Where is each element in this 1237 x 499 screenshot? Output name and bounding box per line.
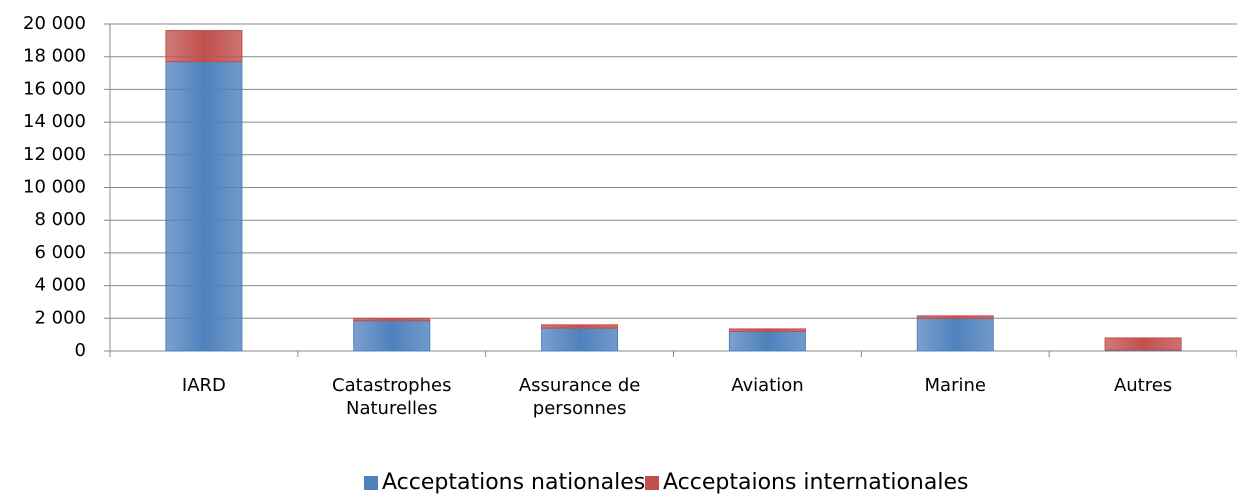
bar-segment [541,324,619,329]
y-tick-label: 4 000 [34,275,86,296]
bar-segment [728,330,806,352]
y-tick-label: 16 000 [23,78,86,99]
legend-label: Acceptaions internationales [663,470,969,495]
y-tick-label: 8 000 [34,209,86,230]
y-tick-label: 6 000 [34,242,86,263]
bar-segment [916,315,994,319]
bar-segment [541,327,619,352]
legend-label: Acceptations nationales [382,470,646,495]
legend-swatch [364,475,378,490]
legend-item: Acceptaions internationales [645,470,968,495]
bar-segment [353,320,431,352]
bar-segment [1104,337,1182,351]
y-tick-label: 12 000 [23,144,86,165]
bar-segment [353,317,431,322]
bar-segment [916,317,994,352]
y-tick-label: 0 [75,340,86,361]
x-tick-label: Assurance de personnes [518,375,641,419]
y-tick-label: 20 000 [23,13,86,34]
x-tick-label: Marine [924,375,986,396]
bar-segment [728,328,806,332]
x-tick-label: Aviation [731,375,804,396]
x-tick-label: Autres [1113,375,1173,396]
bar-segment [165,30,243,63]
y-tick-label: 2 000 [34,307,86,328]
x-tick-label: Catastrophes Naturelles [332,375,452,419]
legend-swatch [645,475,659,490]
y-tick-label: 14 000 [23,111,86,132]
legend-item: Acceptations nationales [364,470,645,495]
y-tick-label: 18 000 [23,46,86,67]
bar-segment [165,61,243,352]
y-tick-label: 10 000 [23,177,86,198]
x-tick-label: IARD [181,375,226,396]
